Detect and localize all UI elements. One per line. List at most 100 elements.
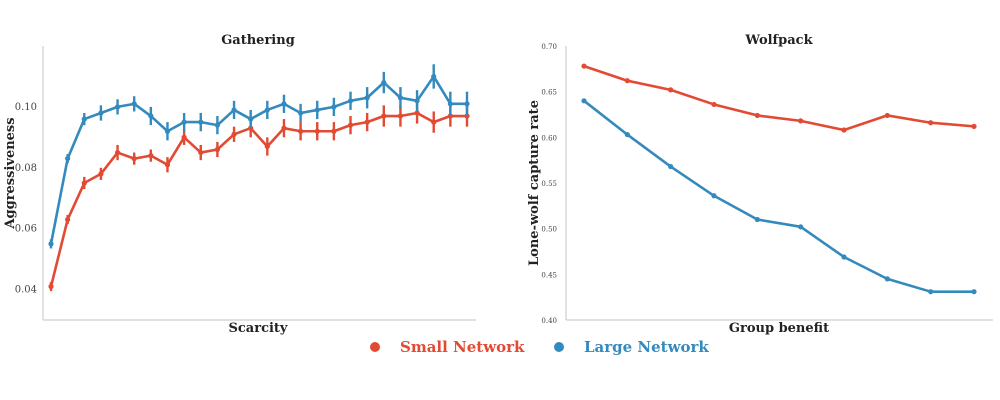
wolfpack-y-label: Lone-wolf capture rate bbox=[527, 100, 542, 266]
gathering-point-large-network bbox=[131, 101, 137, 107]
gathering-x-label: Scarcity bbox=[229, 321, 288, 336]
gathering-title: Gathering bbox=[221, 33, 295, 48]
wolfpack-point-large-network bbox=[711, 193, 717, 199]
gathering-point-large-network bbox=[264, 107, 270, 113]
gathering-point-large-network bbox=[464, 101, 470, 107]
gathering-point-large-network bbox=[65, 156, 71, 162]
gathering-point-large-network bbox=[181, 119, 187, 125]
wolfpack-point-small-network bbox=[971, 123, 977, 129]
gathering-point-small-network bbox=[414, 110, 420, 116]
wolfpack-point-large-network bbox=[581, 98, 587, 104]
legend-item-large-network: Large Network bbox=[554, 338, 709, 356]
wolfpack-line-large-network bbox=[582, 99, 976, 293]
wolfpack-point-small-network bbox=[928, 120, 934, 126]
gathering-point-large-network bbox=[347, 98, 354, 104]
wolfpack-y-tick-label: 0.70 bbox=[541, 43, 557, 51]
wolfpack-line-small-network bbox=[582, 64, 976, 132]
wolfpack-point-large-network bbox=[798, 224, 804, 230]
gathering-point-large-network bbox=[231, 107, 237, 113]
gathering-point-small-network bbox=[281, 125, 287, 131]
gathering-point-large-network bbox=[414, 98, 420, 104]
wolfpack-x-label: Group benefit bbox=[729, 321, 829, 336]
gathering-point-large-network bbox=[298, 110, 304, 116]
gathering-line-small-network bbox=[49, 111, 469, 288]
wolfpack-point-large-network bbox=[928, 289, 934, 295]
gathering-point-small-network bbox=[364, 119, 370, 125]
gathering-point-large-network bbox=[248, 116, 254, 122]
wolfpack-point-small-network bbox=[798, 118, 804, 124]
gathering-point-large-network bbox=[447, 101, 453, 107]
wolfpack-point-small-network bbox=[711, 101, 717, 108]
gathering-point-small-network bbox=[181, 134, 187, 140]
gathering-point-large-network bbox=[381, 79, 387, 86]
legend-label-small-network: Small Network bbox=[400, 338, 525, 356]
gathering-point-small-network bbox=[164, 162, 171, 168]
legend-marker-small-network bbox=[370, 342, 380, 352]
gathering-point-small-network bbox=[48, 283, 54, 290]
gathering-y-tick-label: 0.04 bbox=[15, 285, 37, 296]
wolfpack-point-large-network bbox=[971, 289, 977, 295]
gathering-point-large-network bbox=[98, 110, 104, 116]
wolfpack-y-tick-label: 0.65 bbox=[541, 89, 557, 97]
gathering-series bbox=[48, 64, 470, 292]
wolfpack-y-tick-label: 0.50 bbox=[541, 226, 557, 234]
legend-label-large-network: Large Network bbox=[584, 338, 709, 356]
gathering-point-large-network bbox=[198, 119, 204, 125]
gathering-y-ticks: 0.04 0.06 0.08 0.10 bbox=[15, 102, 37, 296]
gathering-point-large-network bbox=[364, 95, 370, 101]
wolfpack-point-large-network bbox=[668, 163, 674, 170]
gathering-point-small-network bbox=[198, 149, 204, 156]
gathering-y-tick-label: 0.08 bbox=[15, 163, 37, 174]
chart-wolfpack: Wolfpack 0.40 0.45 0.50 0.55 0.60 0.65 0.70 Gr… bbox=[527, 33, 993, 336]
gathering-point-small-network bbox=[98, 171, 104, 177]
gathering-point-large-network bbox=[148, 113, 154, 119]
wolfpack-y-tick-label: 0.60 bbox=[541, 134, 557, 142]
chart-gathering: Gathering 0.04 0.06 0.08 0.10 Scarcity Aggr… bbox=[3, 33, 476, 336]
wolfpack-point-small-network bbox=[754, 112, 760, 119]
gathering-point-small-network bbox=[314, 128, 320, 134]
gathering-line-large-network bbox=[49, 75, 469, 246]
wolfpack-point-small-network bbox=[624, 78, 630, 84]
gathering-point-large-network bbox=[431, 73, 437, 80]
gathering-point-large-network bbox=[331, 104, 337, 110]
legend: Small Network Large Network bbox=[0, 338, 1000, 364]
wolfpack-y-ticks: 0.40 0.45 0.50 0.55 0.60 0.65 0.70 bbox=[541, 43, 557, 325]
gathering-point-large-network bbox=[214, 122, 220, 128]
gathering-point-small-network bbox=[148, 153, 154, 159]
legend-marker-large-network bbox=[554, 342, 564, 352]
gathering-point-small-network bbox=[431, 119, 437, 125]
gathering-point-small-network bbox=[331, 128, 337, 134]
gathering-point-small-network bbox=[114, 149, 121, 156]
gathering-point-small-network bbox=[264, 143, 270, 150]
gathering-point-small-network bbox=[65, 216, 71, 223]
wolfpack-point-large-network bbox=[884, 276, 890, 282]
gathering-point-large-network bbox=[114, 104, 121, 110]
gathering-point-large-network bbox=[81, 116, 87, 122]
gathering-point-large-network bbox=[281, 101, 287, 107]
wolfpack-y-tick-label: 0.40 bbox=[541, 317, 557, 325]
gathering-y-label: Aggressiveness bbox=[3, 117, 18, 229]
gathering-point-small-network bbox=[298, 128, 304, 134]
gathering-point-small-network bbox=[397, 113, 404, 119]
wolfpack-point-large-network bbox=[841, 254, 847, 260]
wolfpack-point-small-network bbox=[884, 112, 890, 119]
gathering-y-tick-label: 0.10 bbox=[15, 102, 37, 113]
wolfpack-point-small-network bbox=[841, 127, 847, 133]
gathering-y-tick-label: 0.06 bbox=[15, 224, 37, 235]
wolfpack-point-large-network bbox=[624, 131, 630, 138]
wolfpack-title: Wolfpack bbox=[744, 33, 813, 48]
gathering-point-small-network bbox=[214, 146, 220, 153]
wolfpack-point-small-network bbox=[581, 63, 587, 69]
gathering-point-small-network bbox=[131, 156, 137, 162]
gathering-point-small-network bbox=[231, 131, 237, 137]
gathering-point-small-network bbox=[381, 113, 387, 119]
gathering-point-large-network bbox=[397, 95, 404, 101]
wolfpack-series bbox=[581, 63, 977, 295]
wolfpack-point-small-network bbox=[668, 87, 674, 93]
gathering-point-large-network bbox=[314, 107, 320, 113]
gathering-point-large-network bbox=[164, 128, 171, 134]
legend-item-small-network: Small Network bbox=[370, 338, 524, 356]
gathering-point-small-network bbox=[347, 122, 354, 128]
wolfpack-y-tick-label: 0.55 bbox=[541, 180, 557, 188]
